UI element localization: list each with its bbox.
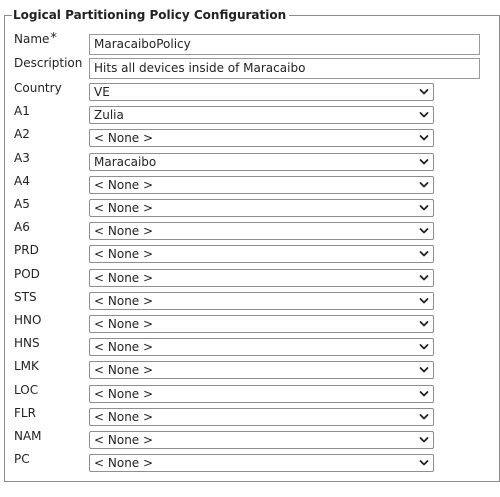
chevron-down-icon (419, 298, 429, 304)
chevron-down-icon (419, 367, 429, 373)
a6-select[interactable]: < None > (89, 222, 434, 240)
hns-label: HNS (14, 336, 40, 350)
description-input[interactable]: Hits all devices inside of Maracaibo (89, 58, 480, 79)
chevron-down-icon (419, 391, 429, 397)
sts-selected-value: < None > (94, 294, 154, 308)
pc-selected-value: < None > (94, 456, 154, 470)
flr-selected-value: < None > (94, 410, 154, 424)
chevron-down-icon (419, 135, 429, 141)
chevron-down-icon (419, 460, 429, 466)
a3-label: A3 (14, 151, 30, 165)
chevron-down-icon (419, 89, 429, 95)
hno-select[interactable]: < None > (89, 315, 434, 333)
chevron-down-icon (419, 251, 429, 257)
nam-selected-value: < None > (94, 433, 154, 447)
a4-selected-value: < None > (94, 178, 154, 192)
loc-label: LOC (14, 383, 39, 397)
chevron-down-icon (419, 205, 429, 211)
chevron-down-icon (419, 159, 429, 165)
lmk-select[interactable]: < None > (89, 361, 434, 379)
a1-select[interactable]: Zulia (89, 106, 434, 124)
description-label: Description (14, 56, 83, 70)
hno-label: HNO (14, 313, 42, 327)
fieldset-legend: Logical Partitioning Policy Configuratio… (12, 8, 290, 23)
hns-selected-value: < None > (94, 340, 154, 354)
a2-select[interactable]: < None > (89, 129, 434, 147)
prd-select[interactable]: < None > (89, 245, 434, 263)
a5-select[interactable]: < None > (89, 199, 434, 217)
chevron-down-icon (419, 414, 429, 420)
prd-label: PRD (14, 243, 39, 257)
chevron-down-icon (419, 437, 429, 443)
required-marker: * (50, 31, 57, 46)
chevron-down-icon (419, 182, 429, 188)
a5-label: A5 (14, 197, 30, 211)
hns-select[interactable]: < None > (89, 338, 434, 356)
lmk-selected-value: < None > (94, 363, 154, 377)
a4-select[interactable]: < None > (89, 176, 434, 194)
country-selected-value: VE (94, 85, 110, 99)
a1-label: A1 (14, 104, 30, 118)
chevron-down-icon (419, 112, 429, 118)
pod-select[interactable]: < None > (89, 269, 434, 287)
a3-select[interactable]: Maracaibo (89, 153, 434, 171)
flr-select[interactable]: < None > (89, 408, 434, 426)
pod-label: POD (14, 267, 40, 281)
pod-selected-value: < None > (94, 271, 154, 285)
country-select[interactable]: VE (89, 83, 434, 101)
chevron-down-icon (419, 228, 429, 234)
chevron-down-icon (419, 321, 429, 327)
sts-label: STS (14, 290, 37, 304)
nam-label: NAM (14, 429, 42, 443)
loc-select[interactable]: < None > (89, 385, 434, 403)
hno-selected-value: < None > (94, 317, 154, 331)
a3-selected-value: Maracaibo (94, 155, 157, 169)
sts-select[interactable]: < None > (89, 292, 434, 310)
name-input[interactable]: MaracaiboPolicy (89, 34, 480, 55)
a6-selected-value: < None > (94, 224, 154, 238)
a1-selected-value: Zulia (94, 108, 124, 122)
lmk-label: LMK (14, 359, 39, 373)
a5-selected-value: < None > (94, 201, 154, 215)
name-label: Name* (14, 31, 57, 47)
flr-label: FLR (14, 406, 36, 420)
loc-selected-value: < None > (94, 387, 154, 401)
a4-label: A4 (14, 174, 30, 188)
country-label: Country (14, 81, 62, 95)
a2-label: A2 (14, 127, 30, 141)
prd-selected-value: < None > (94, 247, 154, 261)
chevron-down-icon (419, 275, 429, 281)
pc-select[interactable]: < None > (89, 454, 434, 472)
a2-selected-value: < None > (94, 131, 154, 145)
pc-label: PC (14, 452, 30, 466)
chevron-down-icon (419, 344, 429, 350)
nam-select[interactable]: < None > (89, 431, 434, 449)
a6-label: A6 (14, 220, 30, 234)
